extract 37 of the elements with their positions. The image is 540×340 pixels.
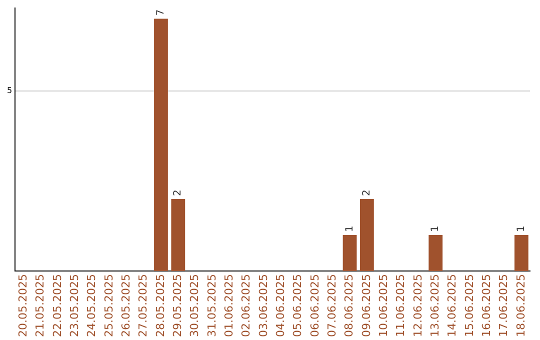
x-tick-label: 23.05.2025 bbox=[68, 274, 82, 338]
x-tick-label: 11.06.2025 bbox=[394, 274, 408, 338]
data-label: 1 bbox=[516, 226, 528, 232]
x-tick-label: 01.06.2025 bbox=[222, 274, 236, 338]
data-label: 2 bbox=[172, 190, 184, 196]
x-tick-label: 05.06.2025 bbox=[291, 274, 304, 338]
y-tick-label: 5 bbox=[6, 86, 12, 95]
data-label: 7 bbox=[156, 9, 167, 16]
x-tick-label: 22.05.2025 bbox=[50, 274, 64, 338]
x-tick-label: 27.05.2025 bbox=[136, 274, 150, 338]
x-tick-label: 14.06.2025 bbox=[446, 274, 459, 338]
x-tick-label: 08.06.2025 bbox=[342, 274, 356, 338]
x-tick-label: 17.06.2025 bbox=[497, 274, 510, 338]
x-tick-label: 12.06.2025 bbox=[411, 274, 424, 338]
x-tick-label: 18.06.2025 bbox=[514, 274, 528, 338]
x-tick-label: 31.05.2025 bbox=[205, 274, 218, 338]
x-tick-label: 15.06.2025 bbox=[462, 274, 476, 338]
x-tick-label: 03.06.2025 bbox=[256, 274, 270, 338]
x-tick-label: 20.05.2025 bbox=[16, 274, 30, 338]
x-tick-label: 02.06.2025 bbox=[240, 274, 253, 338]
x-tick-label: 30.05.2025 bbox=[188, 274, 202, 338]
data-label: 1 bbox=[430, 226, 442, 232]
x-tick-label: 09.06.2025 bbox=[360, 274, 373, 338]
x-tick-label: 26.05.2025 bbox=[120, 274, 133, 338]
data-label: 1 bbox=[344, 226, 356, 232]
x-tick-label: 16.06.2025 bbox=[480, 274, 493, 338]
x-tick-label: 25.05.2025 bbox=[102, 274, 116, 338]
data-label: 2 bbox=[362, 190, 373, 196]
x-tick-label: 07.06.2025 bbox=[325, 274, 338, 338]
x-tick-label: 10.06.2025 bbox=[376, 274, 390, 338]
x-tick-label: 29.05.2025 bbox=[171, 274, 184, 338]
x-tick-label: 28.05.2025 bbox=[154, 274, 167, 338]
x-tick-label: 21.05.2025 bbox=[34, 274, 47, 338]
x-tick-label: 06.06.2025 bbox=[308, 274, 322, 338]
x-tick-label: 24.05.2025 bbox=[85, 274, 98, 338]
x-tick-label: 04.06.2025 bbox=[274, 274, 287, 338]
x-tick-label: 13.06.2025 bbox=[428, 274, 442, 338]
